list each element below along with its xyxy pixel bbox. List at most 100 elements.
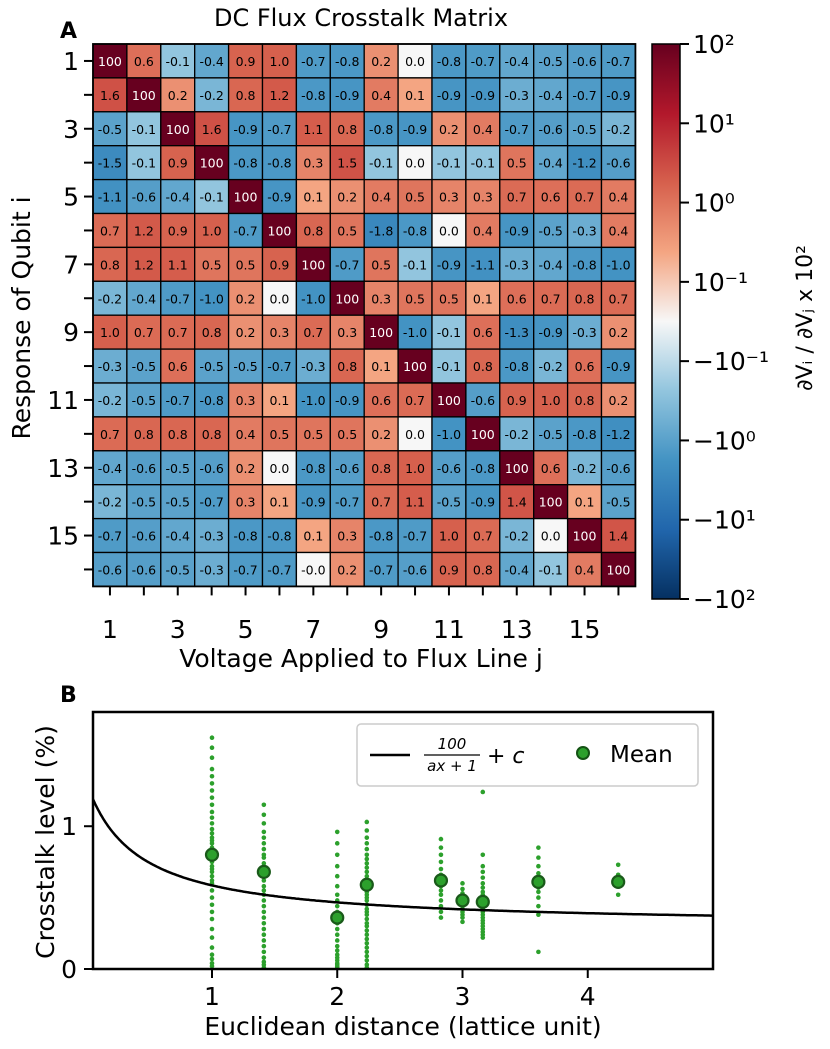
raw-data-point: [261, 878, 267, 883]
heatmap-cell-label: 0.3: [371, 291, 391, 306]
heatmap-cell: [194, 178, 230, 215]
heatmap-cell-label: 0.0: [270, 461, 290, 476]
heatmap-cell-label: 0.0: [405, 427, 425, 442]
x-tick-label: 1: [102, 615, 118, 644]
heatmap-cell-label: -1.3: [505, 325, 529, 340]
raw-data-point: [364, 846, 370, 852]
raw-data-point: [438, 866, 444, 872]
heatmap-cell: [261, 348, 298, 384]
heatmap-cell-label: 1.1: [168, 257, 188, 272]
heatmap-cell-label: 1.6: [202, 122, 222, 137]
raw-data-point: [261, 802, 267, 808]
heatmap-cell: [227, 111, 264, 147]
mean-point: [256, 864, 271, 880]
heatmap-cell-label: -0.6: [403, 562, 427, 577]
raw-data-point: [334, 873, 340, 879]
heatmap-cell-label: 0.7: [541, 291, 561, 306]
y-tick-label: 0: [61, 955, 77, 984]
colorbar-ticks: 10² 10¹ 10⁰ 10⁻¹ −10⁻¹ −10⁰ −10¹ −10²: [680, 30, 769, 614]
heatmap-cell-label: -1.0: [301, 291, 325, 306]
heatmap-cell-label: 0.5: [202, 257, 222, 272]
raw-data-point: [209, 916, 215, 922]
heatmap-cell: [126, 212, 162, 249]
y-tick-label: 15: [47, 522, 79, 551]
heatmap-cell-label: -0.6: [437, 461, 461, 476]
heatmap-cell: [499, 77, 535, 113]
x-tick-label: 15: [569, 615, 601, 644]
raw-data-point: [261, 846, 267, 852]
mean-point: [611, 874, 626, 890]
heatmap-cell-label: -0.7: [606, 54, 630, 69]
raw-data-point: [480, 875, 486, 880]
heatmap-cell-label: -0.5: [572, 122, 596, 137]
raw-data-point: [334, 943, 340, 949]
heatmap-cell-label: 0.8: [168, 427, 188, 442]
heatmap-cell: [329, 43, 365, 79]
heatmap-cell-label: 0.7: [100, 223, 120, 238]
heatmap-cell: [194, 77, 230, 113]
heatmap-cell-label: -0.8: [505, 359, 529, 374]
colorbar-tick-label: −10²: [693, 585, 756, 614]
heatmap-cell: [566, 77, 603, 113]
raw-data-point: [364, 932, 370, 938]
heatmap-cell-label: 100: [234, 190, 258, 205]
heatmap-cell-label: -0.0: [301, 562, 325, 577]
heatmap-cell-label: -0.8: [301, 461, 325, 476]
heatmap-cell: [499, 145, 535, 181]
heatmap-cell: [160, 77, 196, 113]
raw-data-point: [438, 898, 444, 903]
heatmap-cell-label: 0.7: [473, 529, 493, 544]
heatmap-cell: [295, 212, 331, 249]
heatmap-cell-label: 0.8: [202, 325, 222, 340]
heatmap-cell-label: -0.7: [403, 529, 427, 544]
raw-data-point: [261, 888, 267, 893]
heatmap-cell-label: -0.7: [301, 54, 325, 69]
raw-data-point: [261, 903, 267, 909]
heatmap-cell-label: -1.0: [437, 427, 461, 442]
mean-point: [455, 893, 470, 908]
raw-data-point: [261, 909, 267, 915]
heatmap-cell-label: -0.7: [369, 562, 393, 577]
heatmap-cell-label: -0.5: [538, 54, 562, 69]
x-tick-label: 3: [170, 615, 186, 644]
raw-data-point: [261, 898, 267, 903]
raw-data-point: [364, 923, 370, 929]
heatmap-cell-label: -0.3: [505, 257, 529, 272]
heatmap-cell: [92, 348, 128, 384]
heatmap-cell: [160, 280, 196, 316]
heatmap-cell-label: 0.7: [405, 393, 425, 408]
heatmap-cell-label: -0.8: [199, 393, 223, 408]
heatmap-cell-label: -0.7: [572, 88, 596, 103]
x-tick-label: 1: [204, 982, 220, 1011]
raw-data-point: [261, 915, 267, 920]
raw-data-point: [261, 835, 267, 840]
heatmap-cell: [533, 484, 569, 520]
heatmap-cell: [566, 416, 603, 452]
heatmap-cell-label: 0.2: [168, 88, 188, 103]
mean-point: [531, 874, 546, 890]
heatmap-cell: [329, 517, 365, 554]
heatmap-cell: [600, 382, 637, 418]
y-tick-label: 3: [63, 115, 79, 144]
raw-data-point: [261, 932, 267, 938]
heatmap-cell-label: -1.0: [606, 257, 630, 272]
heatmap-cell-label: 0.2: [609, 325, 629, 340]
heatmap-cell-label: -0.1: [437, 156, 461, 171]
heatmap-cell-label: 0.8: [202, 427, 222, 442]
heatmap-cell: [600, 145, 637, 181]
heatmap-cell-label: -0.1: [538, 562, 562, 577]
heatmap-cell: [194, 280, 230, 316]
raw-data-point: [536, 895, 541, 900]
raw-data-point: [536, 903, 541, 909]
panel-letter-b: B: [60, 683, 77, 708]
heatmap-cell-label: -0.8: [301, 88, 325, 103]
mean-point: [475, 894, 490, 909]
heatmap-cell: [431, 314, 467, 350]
heatmap-cell-label: 0.6: [575, 359, 595, 374]
heatmap-cell-label: 1.6: [100, 88, 120, 103]
heatmap-cell-label: 100: [301, 257, 325, 272]
heatmap-cell: [160, 484, 196, 520]
heatmap-cell-label: 0.7: [371, 495, 391, 510]
heatmap-cell: [227, 178, 264, 215]
heatmap-cell-label: -0.5: [233, 359, 257, 374]
